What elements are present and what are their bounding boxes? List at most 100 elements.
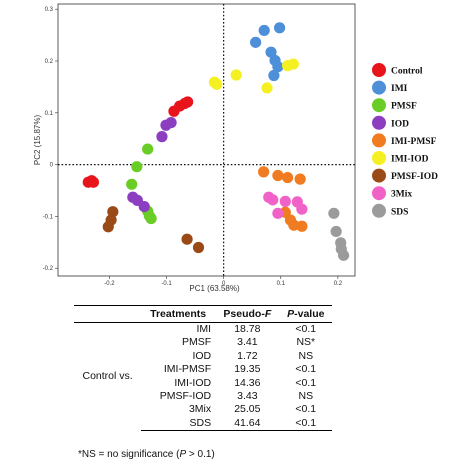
plot-frame: [57, 3, 356, 277]
legend-label-imi: IMI: [391, 84, 408, 94]
point-control: [87, 176, 100, 188]
treatment-cell: 3Mix: [188, 403, 212, 416]
p-value-cell: <0.1: [295, 376, 317, 389]
x-axis-ticks: -0.2 -0.1 0 0.1 0.2: [104, 276, 343, 287]
point-imi: [250, 36, 262, 48]
point-sds: [330, 225, 342, 238]
point-imi-pmsf: [294, 173, 306, 185]
point-imi-pmsf: [296, 220, 308, 232]
x-tick-label: 0.2: [334, 281, 343, 287]
y-tick-label: 0: [50, 163, 54, 169]
point-imi-pmsf: [272, 169, 284, 182]
point-sds: [328, 207, 340, 219]
legend-label-iod: IOD: [391, 119, 409, 129]
point-imi-iod: [211, 78, 223, 90]
point-iod: [156, 131, 168, 143]
pseudo-f-cell: 3.41: [237, 336, 258, 349]
point-iod: [165, 117, 177, 129]
legend-marker-sds: [372, 203, 386, 218]
header-group: [74, 305, 142, 323]
table-row: 3Mix 25.05 <0.1: [74, 403, 332, 416]
point-pmsf-iod: [192, 241, 205, 254]
header-treatments: Treatments: [141, 305, 216, 323]
legend-label-pmsf: PMSF: [391, 102, 417, 112]
table-footnote: *NS = no significance (P > 0.1): [78, 449, 215, 460]
legend-marker-pmsf-iod: [372, 168, 386, 183]
point-imi-pmsf: [282, 171, 294, 184]
x-tick-label: -0.1: [161, 281, 172, 287]
y-tick-label: -0.2: [43, 266, 54, 272]
treatment-cell: SDS: [141, 416, 216, 432]
y-tick-label: 0.3: [45, 7, 54, 13]
plot-border: [57, 3, 356, 277]
point-3mix: [272, 207, 284, 219]
point-control: [182, 96, 194, 108]
legend-marker-pmsf: [372, 98, 386, 113]
reference-lines: [58, 4, 355, 276]
legend: Control IMI PMSF IOD IMI-PMSF IMI-IOD PMSF-IOD…: [372, 63, 438, 218]
header-p-italic: P: [287, 308, 295, 320]
table-body: Control vs. IMI 18.78 <0.1 PMSF 3.41 NS* IOD 1.7…: [74, 323, 332, 432]
point-pmsf: [131, 161, 143, 173]
y-tick-label: 0.2: [45, 59, 54, 65]
point-pmsf: [142, 143, 154, 155]
table-header-row: Treatments Pseudo-F P-value: [74, 305, 332, 323]
point-pmsf-iod: [181, 233, 193, 245]
legend-marker-iod: [372, 115, 386, 130]
header-value-label: -value: [294, 308, 325, 320]
pseudo-f-cell: 41.64: [215, 416, 280, 432]
legend-label-pmsf-iod: PMSF-IOD: [391, 172, 438, 182]
footnote-text-1: *NS = no significance (: [78, 449, 180, 460]
treatment-cell: PMSF: [181, 336, 212, 349]
footnote-text-2: > 0.1): [186, 449, 215, 460]
group-label: Control vs.: [82, 370, 133, 383]
y-tick-label: -0.1: [43, 214, 54, 220]
point-3mix: [267, 194, 279, 206]
point-pmsf: [145, 212, 157, 225]
y-axis-ticks: -0.2 -0.1 0 0.1 0.2 0.3: [43, 7, 58, 272]
table-row: IMI-IOD 14.36 <0.1: [74, 377, 332, 390]
legend-label-imi-iod: IMI-IOD: [391, 155, 429, 165]
point-imi: [272, 61, 284, 73]
pseudo-f-cell: 3.43: [237, 390, 258, 403]
point-pmsf-iod: [102, 221, 114, 233]
point-imi: [274, 22, 286, 34]
point-imi-iod: [230, 69, 242, 81]
point-imi-pmsf: [258, 166, 270, 178]
p-value-cell: <0.1: [279, 416, 332, 432]
footnote-p-italic: P: [179, 449, 187, 460]
legend-label-imi-pmsf: IMI-PMSF: [391, 137, 437, 147]
p-value-cell: NS: [298, 349, 314, 362]
legend-label-3mix: 3Mix: [391, 190, 412, 200]
point-sds: [337, 249, 350, 261]
p-value-cell: NS*: [296, 336, 316, 349]
legend-marker-imi: [372, 80, 386, 95]
legend-marker-imi-iod: [372, 151, 386, 165]
point-imi: [265, 46, 277, 58]
point-3mix: [296, 203, 308, 215]
header-pseudo-label: Pseudo-: [223, 308, 265, 320]
table-row: IMI-PMSF 19.35 <0.1: [74, 363, 332, 376]
x-tick-label: 0: [222, 281, 226, 287]
legend-marker-control: [372, 63, 386, 77]
pseudo-f-cell: 19.35: [234, 363, 261, 376]
table-row: Control vs. IMI 18.78 <0.1: [74, 323, 332, 382]
table-row: IOD 1.72 NS: [74, 350, 332, 363]
legend-marker-imi-pmsf: [372, 133, 386, 148]
p-value-cell: NS: [298, 390, 314, 403]
point-imi-iod: [261, 82, 273, 94]
treatment-cell: IMI-IOD: [174, 376, 212, 389]
permanova-table: Treatments Pseudo-F P-value Control vs. I…: [74, 305, 332, 432]
pseudo-f-cell: 18.78: [234, 323, 261, 335]
x-axis-label: PC1 (63.58%): [189, 284, 240, 293]
point-iod: [138, 200, 150, 213]
p-value-cell: <0.1: [295, 363, 317, 376]
pseudo-f-cell: 25.05: [234, 403, 261, 416]
table-row: PMSF 3.41 NS*: [74, 336, 332, 349]
treatment-cell: IMI-PMSF: [163, 363, 212, 376]
table-row: PMSF-IOD 3.43 NS: [74, 390, 332, 403]
data-points: [82, 22, 350, 261]
point-3mix: [279, 195, 291, 207]
pseudo-f-cell: 14.36: [234, 376, 261, 389]
y-tick-label: 0.1: [45, 111, 54, 117]
